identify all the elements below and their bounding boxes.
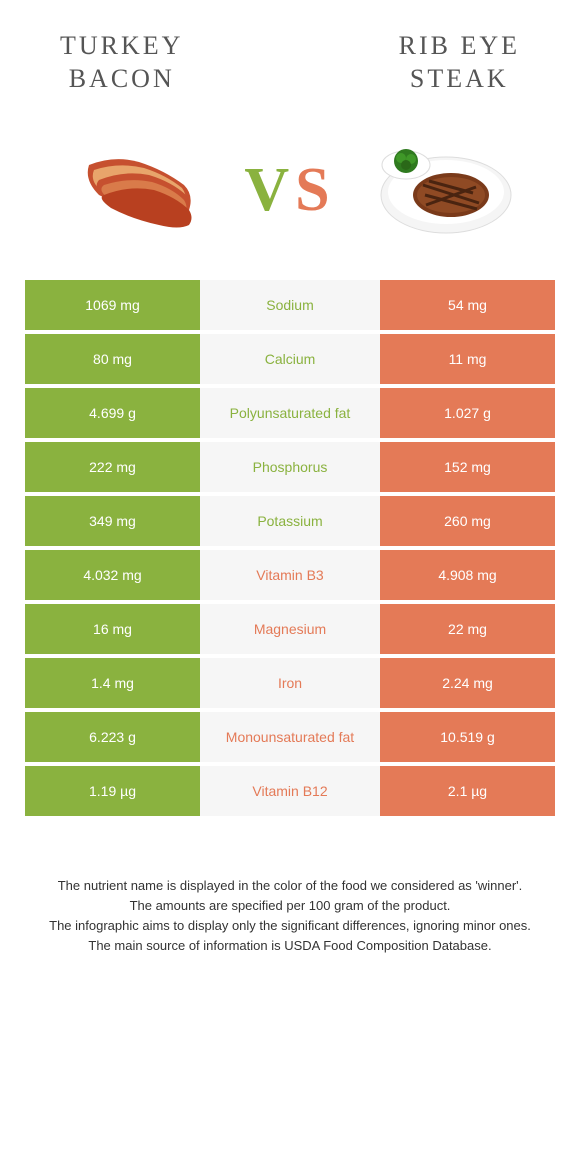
cell-left-value: 1.19 µg: [25, 766, 200, 816]
table-row: 1.4 mgIron2.24 mg: [25, 658, 555, 708]
cell-nutrient-label: Vitamin B3: [200, 550, 380, 600]
cell-nutrient-label: Magnesium: [200, 604, 380, 654]
vs-label: VS: [244, 155, 335, 226]
cell-nutrient-label: Iron: [200, 658, 380, 708]
footer-line: The nutrient name is displayed in the co…: [30, 876, 550, 896]
cell-right-value: 11 mg: [380, 334, 555, 384]
cell-right-value: 4.908 mg: [380, 550, 555, 600]
footer-line: The infographic aims to display only the…: [30, 916, 550, 936]
cell-left-value: 80 mg: [25, 334, 200, 384]
table-row: 80 mgCalcium11 mg: [25, 334, 555, 384]
table-row: 4.699 gPolyunsaturated fat1.027 g: [25, 388, 555, 438]
cell-nutrient-label: Calcium: [200, 334, 380, 384]
cell-left-value: 4.032 mg: [25, 550, 200, 600]
table-row: 1069 mgSodium54 mg: [25, 280, 555, 330]
cell-nutrient-label: Vitamin B12: [200, 766, 380, 816]
vs-s: S: [295, 156, 335, 224]
cell-nutrient-label: Phosphorus: [200, 442, 380, 492]
cell-right-value: 54 mg: [380, 280, 555, 330]
cell-left-value: 1069 mg: [25, 280, 200, 330]
vs-v: V: [244, 156, 295, 224]
cell-right-value: 22 mg: [380, 604, 555, 654]
cell-right-value: 2.1 µg: [380, 766, 555, 816]
table-row: 222 mgPhosphorus152 mg: [25, 442, 555, 492]
cell-nutrient-label: Sodium: [200, 280, 380, 330]
cell-left-value: 6.223 g: [25, 712, 200, 762]
cell-left-value: 222 mg: [25, 442, 200, 492]
food-right-title: RIB EYE STEAK: [399, 30, 520, 95]
table-row: 6.223 gMonounsaturated fat10.519 g: [25, 712, 555, 762]
table-row: 4.032 mgVitamin B34.908 mg: [25, 550, 555, 600]
cell-nutrient-label: Potassium: [200, 496, 380, 546]
food-left-image: [64, 135, 224, 245]
cell-nutrient-label: Monounsaturated fat: [200, 712, 380, 762]
cell-left-value: 16 mg: [25, 604, 200, 654]
cell-right-value: 10.519 g: [380, 712, 555, 762]
footer-notes: The nutrient name is displayed in the co…: [20, 876, 560, 957]
food-left-title: TURKEY BACON: [60, 30, 183, 95]
food-right-image: [356, 135, 516, 245]
cell-right-value: 1.027 g: [380, 388, 555, 438]
vs-row: VS: [20, 135, 560, 245]
cell-right-value: 152 mg: [380, 442, 555, 492]
comparison-table: 1069 mgSodium54 mg80 mgCalcium11 mg4.699…: [25, 280, 555, 816]
cell-left-value: 1.4 mg: [25, 658, 200, 708]
cell-right-value: 260 mg: [380, 496, 555, 546]
cell-nutrient-label: Polyunsaturated fat: [200, 388, 380, 438]
table-row: 349 mgPotassium260 mg: [25, 496, 555, 546]
table-row: 16 mgMagnesium22 mg: [25, 604, 555, 654]
cell-left-value: 349 mg: [25, 496, 200, 546]
footer-line: The amounts are specified per 100 gram o…: [30, 896, 550, 916]
footer-line: The main source of information is USDA F…: [30, 936, 550, 956]
header-row: TURKEY BACON RIB EYE STEAK: [20, 30, 560, 95]
cell-right-value: 2.24 mg: [380, 658, 555, 708]
cell-left-value: 4.699 g: [25, 388, 200, 438]
table-row: 1.19 µgVitamin B122.1 µg: [25, 766, 555, 816]
